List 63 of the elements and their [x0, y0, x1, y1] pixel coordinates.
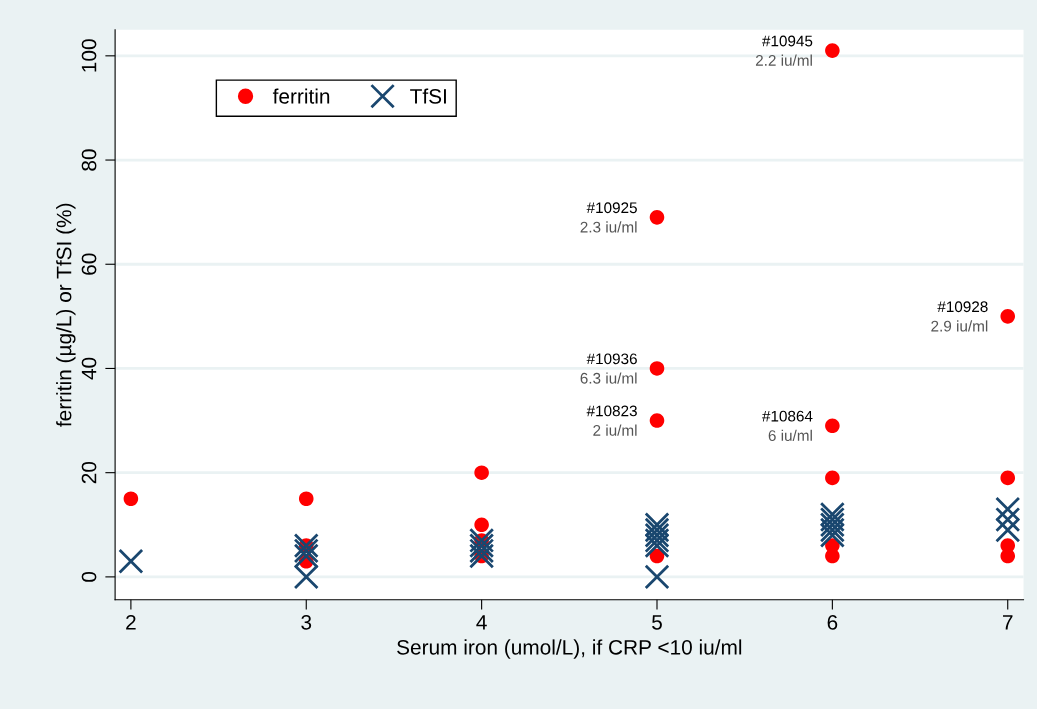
x-tick-label: 5	[652, 615, 662, 630]
point	[825, 548, 840, 564]
point	[644, 517, 670, 543]
annotation: #10864	[762, 410, 813, 422]
point	[1000, 470, 1016, 486]
point	[644, 564, 670, 590]
point	[123, 491, 139, 507]
x-tick-label: 6	[827, 614, 838, 630]
point	[825, 43, 840, 58]
x-tick-label: 2	[126, 614, 136, 630]
y-tick-label: 100	[81, 39, 97, 72]
annotation: 6 iu/ml	[768, 429, 812, 441]
y-tick-label: 40	[81, 357, 97, 380]
point	[293, 543, 319, 569]
y-tick-label: 80	[81, 149, 97, 171]
point	[474, 517, 489, 533]
point	[649, 361, 665, 376]
point	[1000, 309, 1016, 324]
annotation: 2.3 iu/ml	[580, 221, 637, 233]
annotation: #10936	[586, 353, 637, 365]
legend-label: ferritin	[272, 88, 330, 104]
x-tick-label: 3	[301, 614, 312, 630]
point	[819, 517, 845, 543]
y-axis-title: ferritin (µg/L) or TfSI (%)	[56, 203, 76, 427]
legend-label: TfSI	[410, 88, 446, 104]
point	[649, 548, 665, 564]
point	[649, 413, 665, 428]
point	[649, 210, 665, 225]
point	[995, 496, 1021, 522]
annotation: 2.9 iu/ml	[931, 320, 988, 332]
point	[1000, 548, 1016, 564]
point	[819, 522, 845, 548]
point	[293, 538, 319, 564]
y-tick-label: 0	[81, 571, 97, 582]
y-tick-label: 60	[81, 253, 97, 275]
x-axis-title: Serum iron (umol/L), if CRP <10 iu/ml	[397, 639, 742, 659]
point	[469, 538, 495, 564]
point	[293, 564, 319, 590]
annotation: #10945	[762, 35, 813, 47]
point	[819, 506, 845, 533]
annotation: 6.3 iu/ml	[580, 372, 637, 384]
point	[298, 491, 314, 507]
annotation: 2.2 iu/ml	[755, 54, 812, 66]
annotation: #10823	[586, 405, 637, 417]
annotation: 2 iu/ml	[593, 424, 637, 436]
point	[995, 506, 1021, 533]
point	[644, 533, 670, 559]
point	[644, 522, 670, 548]
y-tick-label: 20	[81, 461, 97, 484]
x-tick-label: 4	[476, 615, 487, 630]
point	[118, 548, 144, 574]
point	[825, 470, 840, 486]
point	[474, 465, 489, 480]
annotation: #10925	[586, 202, 637, 214]
point	[819, 512, 845, 538]
annotation: #10928	[937, 301, 988, 313]
x-tick-label: 7	[1003, 615, 1013, 630]
point	[825, 418, 840, 434]
point	[644, 527, 670, 553]
point	[469, 533, 495, 559]
point	[819, 501, 845, 527]
point	[644, 512, 670, 538]
point	[995, 517, 1021, 543]
